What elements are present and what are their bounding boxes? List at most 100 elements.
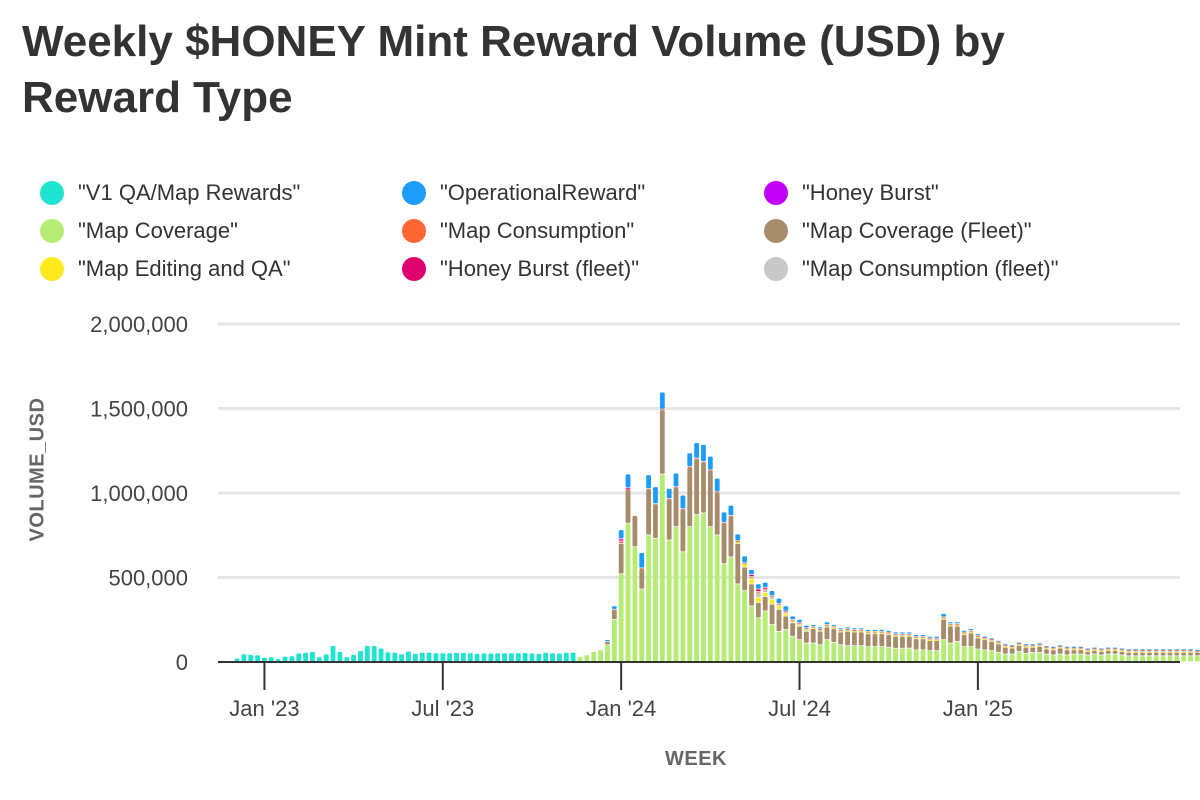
bar-segment[interactable] — [351, 654, 357, 662]
bar-segment[interactable] — [961, 634, 967, 647]
legend-item[interactable]: "Map Coverage (Fleet)" — [764, 216, 1032, 246]
bar-segment[interactable] — [797, 623, 802, 624]
bar-segment[interactable] — [1181, 652, 1187, 656]
bar-segment[interactable] — [707, 526, 713, 662]
bar-segment[interactable] — [749, 577, 754, 579]
bar-segment[interactable] — [1174, 649, 1180, 651]
bar-segment[interactable] — [1057, 647, 1063, 649]
bar-segment[interactable] — [810, 626, 816, 628]
bar-segment[interactable] — [1044, 648, 1049, 650]
bar-segment[interactable] — [1160, 649, 1166, 651]
bar-segment[interactable] — [920, 637, 926, 639]
bar-segment[interactable] — [1085, 655, 1091, 662]
bar-segment[interactable] — [858, 629, 864, 631]
bar-segment[interactable] — [605, 640, 610, 642]
bar-segment[interactable] — [694, 458, 700, 460]
bar-segment[interactable] — [1153, 656, 1159, 662]
bar-segment[interactable] — [817, 630, 823, 632]
bar-segment[interactable] — [303, 652, 308, 662]
bar-segment[interactable] — [1002, 646, 1008, 648]
bar-segment[interactable] — [961, 630, 967, 632]
bar-segment[interactable] — [906, 648, 912, 662]
bar-segment[interactable] — [817, 629, 823, 631]
bar-segment[interactable] — [941, 617, 946, 619]
bar-segment[interactable] — [1146, 656, 1152, 662]
bar-segment[interactable] — [852, 645, 857, 662]
bar-segment[interactable] — [1112, 651, 1118, 654]
bar-segment[interactable] — [769, 596, 775, 599]
bar-segment[interactable] — [927, 640, 933, 651]
bar-segment[interactable] — [1112, 648, 1118, 650]
bar-segment[interactable] — [632, 547, 638, 662]
bar-segment[interactable] — [707, 471, 713, 527]
bar-segment[interactable] — [879, 633, 885, 635]
bar-segment[interactable] — [886, 634, 892, 635]
bar-segment[interactable] — [1160, 656, 1166, 662]
bar-segment[interactable] — [1140, 651, 1145, 652]
bar-segment[interactable] — [755, 602, 761, 618]
bar-segment[interactable] — [803, 631, 809, 643]
bar-segment[interactable] — [1098, 648, 1104, 650]
bar-segment[interactable] — [1064, 648, 1070, 650]
bar-segment[interactable] — [838, 631, 844, 633]
bar-segment[interactable] — [1126, 652, 1132, 656]
bar-segment[interactable] — [954, 624, 960, 626]
bar-segment[interactable] — [1146, 652, 1152, 656]
bar-segment[interactable] — [803, 625, 809, 628]
bar-segment[interactable] — [783, 616, 789, 630]
bar-segment[interactable] — [611, 609, 617, 620]
bar-segment[interactable] — [762, 590, 768, 593]
bar-segment[interactable] — [1140, 649, 1145, 651]
bar-segment[interactable] — [831, 627, 837, 629]
bar-segment[interactable] — [1133, 650, 1139, 651]
bar-segment[interactable] — [364, 645, 370, 662]
bar-segment[interactable] — [886, 632, 892, 634]
bar-segment[interactable] — [419, 652, 425, 662]
bar-segment[interactable] — [906, 635, 912, 637]
bar-segment[interactable] — [879, 634, 885, 647]
bar-segment[interactable] — [1160, 651, 1166, 653]
bar-segment[interactable] — [797, 626, 802, 640]
bar-segment[interactable] — [790, 619, 796, 621]
bar-segment[interactable] — [694, 459, 700, 515]
bar-segment[interactable] — [1146, 651, 1152, 653]
bar-segment[interactable] — [714, 478, 720, 492]
bar-segment[interactable] — [838, 630, 844, 632]
bar-segment[interactable] — [1140, 656, 1145, 662]
bar-segment[interactable] — [893, 635, 898, 637]
bar-segment[interactable] — [961, 646, 967, 662]
bar-segment[interactable] — [934, 638, 940, 640]
bar-segment[interactable] — [1188, 651, 1193, 652]
bar-segment[interactable] — [1064, 647, 1070, 649]
bar-segment[interactable] — [611, 619, 617, 662]
bar-segment[interactable] — [831, 624, 837, 626]
bar-segment[interactable] — [865, 632, 871, 634]
bar-segment[interactable] — [1057, 646, 1063, 648]
bar-segment[interactable] — [858, 632, 864, 646]
bar-segment[interactable] — [1181, 650, 1187, 651]
bar-segment[interactable] — [1098, 651, 1104, 652]
bar-segment[interactable] — [865, 633, 871, 635]
bar-segment[interactable] — [255, 655, 260, 662]
bar-segment[interactable] — [694, 514, 700, 662]
bar-segment[interactable] — [968, 629, 974, 631]
bar-segment[interactable] — [611, 606, 617, 610]
bar-segment[interactable] — [810, 627, 816, 629]
bar-segment[interactable] — [625, 523, 631, 662]
bar-segment[interactable] — [735, 584, 741, 662]
bar-segment[interactable] — [1105, 651, 1111, 654]
bar-segment[interactable] — [646, 488, 651, 490]
bar-segment[interactable] — [385, 652, 391, 662]
bar-segment[interactable] — [1002, 644, 1008, 646]
bar-segment[interactable] — [1050, 649, 1056, 651]
bar-segment[interactable] — [872, 631, 878, 633]
bar-segment[interactable] — [913, 637, 919, 639]
bar-segment[interactable] — [879, 629, 885, 631]
bar-segment[interactable] — [852, 632, 857, 646]
bar-segment[interactable] — [783, 612, 789, 614]
bar-segment[interactable] — [687, 466, 693, 468]
bar-segment[interactable] — [1016, 642, 1022, 644]
bar-segment[interactable] — [817, 631, 823, 645]
bar-segment[interactable] — [810, 643, 816, 662]
bar-segment[interactable] — [1016, 644, 1022, 646]
